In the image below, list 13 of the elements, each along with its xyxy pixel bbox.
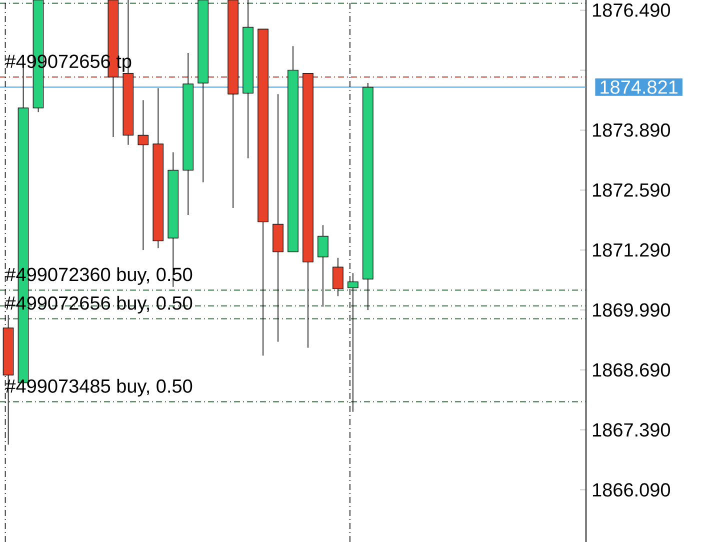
y-tick-label: 1876.490 — [592, 3, 670, 17]
y-tick-label: 1872.590 — [592, 183, 670, 197]
candlestick — [318, 224, 328, 308]
y-tick-label: 1868.690 — [592, 363, 670, 377]
candlestick — [272, 94, 284, 342]
y-tick-label: 1871.290 — [592, 243, 670, 257]
y-tick-label: 1869.990 — [592, 303, 670, 317]
y-tick-label: 1867.390 — [592, 423, 670, 437]
y-tick-label: 1866.090 — [592, 483, 670, 497]
candlestick — [138, 100, 149, 250]
candlestick — [332, 257, 344, 297]
y-tick-label: 1873.890 — [592, 123, 670, 137]
ref-line-label: 1874.821 — [600, 80, 678, 94]
